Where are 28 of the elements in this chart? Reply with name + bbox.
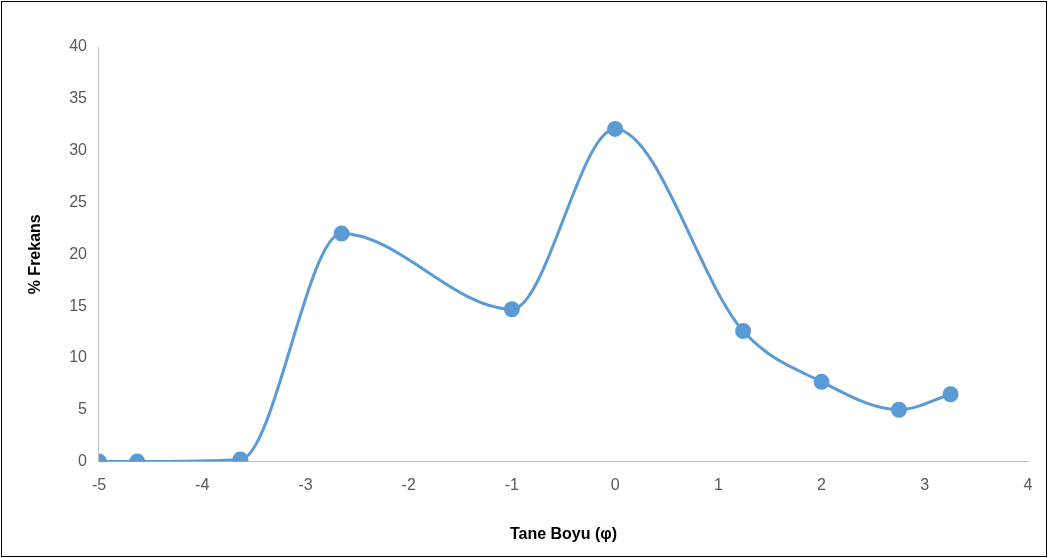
x-tick-label: 2 — [817, 475, 827, 493]
x-tick-label: 1 — [713, 475, 723, 493]
point — [813, 373, 830, 390]
point — [735, 323, 752, 339]
point — [333, 225, 350, 242]
y-tick-label: 30 — [69, 141, 88, 159]
x-tick-label: 3 — [920, 475, 930, 493]
point — [942, 386, 959, 403]
x-tick-label: -1 — [504, 475, 520, 493]
y-tick-label: 20 — [69, 244, 88, 262]
x-tick-label: -4 — [195, 475, 210, 493]
x-tick-label: -5 — [91, 475, 107, 493]
x-axis-title: Tane Boyu (φ) — [509, 524, 618, 542]
y-tick-label: 40 — [69, 37, 88, 55]
point — [890, 401, 907, 418]
y-tick-label: 25 — [69, 192, 88, 210]
y-tick-label: 15 — [69, 296, 88, 314]
x-tick-label: 0 — [610, 475, 620, 493]
point — [607, 120, 624, 137]
y-tick-label: 5 — [78, 400, 88, 418]
y-tick-label: 10 — [69, 348, 88, 366]
y-axis-title: % Frekans — [26, 214, 44, 295]
point — [503, 301, 520, 318]
y-tick-label: 0 — [78, 452, 88, 470]
x-tick-label: -2 — [401, 475, 416, 493]
x-tick-label: -3 — [298, 475, 313, 493]
y-tick-label: 35 — [69, 89, 88, 107]
x-tick-label: 4 — [1023, 475, 1033, 493]
